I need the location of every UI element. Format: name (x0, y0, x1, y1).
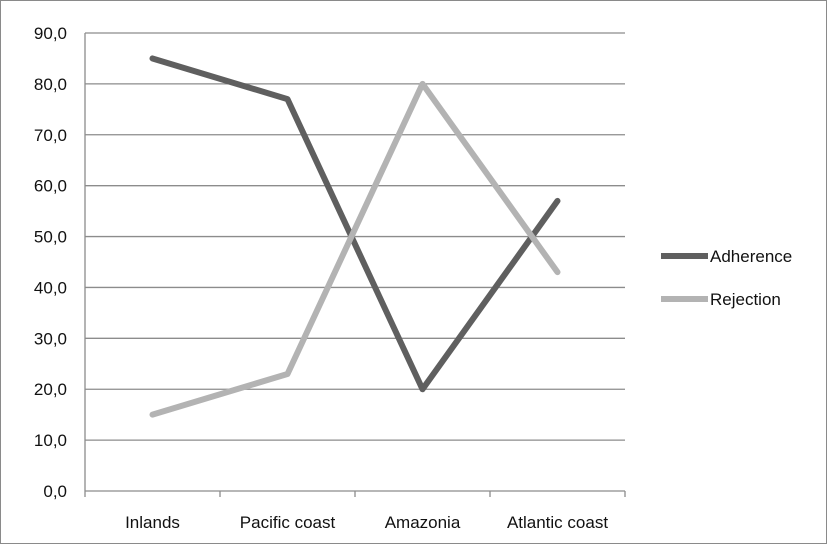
y-tick-label: 20,0 (34, 380, 67, 399)
y-tick-label: 80,0 (34, 75, 67, 94)
legend: Adherence Rejection (661, 247, 792, 309)
x-axis-tick-labels: Inlands Pacific coast Amazonia Atlantic coa… (125, 513, 608, 532)
y-tick-label: 70,0 (34, 126, 67, 145)
y-tick-label: 40,0 (34, 278, 67, 297)
y-tick-label: 90,0 (34, 24, 67, 43)
series-line-adherence (149, 55, 561, 393)
gridlines (85, 32, 625, 441)
x-tick-label: Atlantic coast (507, 513, 608, 532)
y-tick-label: 30,0 (34, 329, 67, 348)
y-tick-label: 0,0 (43, 482, 67, 501)
y-tick-label: 60,0 (34, 177, 67, 196)
legend-label: Adherence (710, 247, 792, 266)
y-tick-label: 10,0 (34, 431, 67, 450)
series-lines (149, 55, 561, 418)
series-line-rejection (149, 80, 561, 418)
y-tick-label: 50,0 (34, 228, 67, 247)
x-tick-label: Amazonia (385, 513, 461, 532)
axes (84, 33, 626, 497)
x-tick-label: Inlands (125, 513, 180, 532)
legend-label: Rejection (710, 290, 781, 309)
x-tick-label: Pacific coast (240, 513, 336, 532)
y-axis-tick-labels: 0,0 10,0 20,0 30,0 40,0 50,0 60,0 70,0 80,0 90,0 (34, 24, 67, 501)
